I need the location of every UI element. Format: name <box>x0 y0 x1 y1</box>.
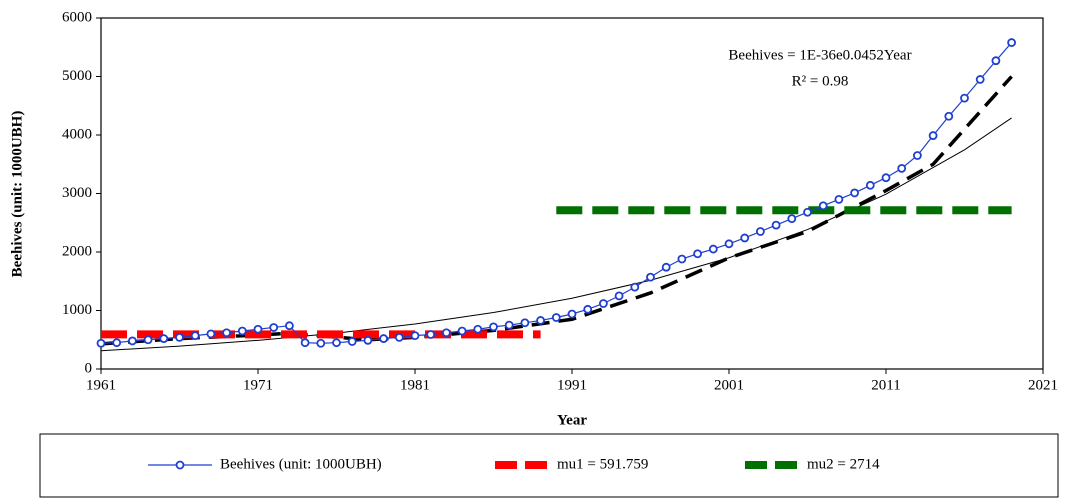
annotation: R² = 0.98 <box>792 73 849 89</box>
marker <box>756 227 765 236</box>
marker <box>599 299 608 308</box>
marker <box>771 220 781 230</box>
marker <box>269 323 279 332</box>
marker <box>803 207 812 217</box>
y-tick-label: 0 <box>85 360 93 376</box>
y-tick-label: 6000 <box>62 9 92 25</box>
marker <box>850 188 859 198</box>
marker <box>928 131 938 140</box>
marker <box>724 239 734 249</box>
marker <box>237 326 247 336</box>
marker <box>693 249 702 259</box>
marker <box>394 333 404 342</box>
marker <box>520 318 530 328</box>
annotation: Beehives = 1E-36e0.0452Year <box>728 47 911 63</box>
marker <box>991 56 1001 66</box>
marker <box>536 316 545 325</box>
trend-line <box>100 117 1012 352</box>
marker <box>222 328 232 338</box>
legend-label: mu1 = 591.759 <box>557 456 648 472</box>
y-tick-label: 2000 <box>62 243 92 259</box>
x-tick-label: 1991 <box>557 377 587 393</box>
marker <box>975 75 985 84</box>
marker <box>881 173 891 183</box>
marker <box>363 335 373 345</box>
marker <box>206 329 216 339</box>
marker <box>740 233 750 243</box>
marker <box>865 180 875 190</box>
marker <box>677 254 687 264</box>
marker <box>1007 38 1016 47</box>
y-tick-label: 3000 <box>62 185 92 201</box>
legend-label: mu2 = 2714 <box>807 456 880 472</box>
marker <box>614 291 624 301</box>
marker <box>190 331 200 341</box>
y-tick-label: 5000 <box>62 68 92 84</box>
marker <box>300 338 310 348</box>
marker <box>112 338 122 348</box>
marker <box>646 272 655 282</box>
y-axis-label: Beehives (unit: 1000UBH) <box>9 111 25 278</box>
marker <box>567 309 577 319</box>
marker <box>332 338 341 348</box>
marker <box>426 330 436 339</box>
x-tick-label: 1961 <box>86 377 116 393</box>
marker <box>175 333 184 342</box>
marker <box>316 338 326 348</box>
x-axis-label: Year <box>557 412 587 428</box>
marker <box>347 337 357 346</box>
marker <box>897 163 907 173</box>
marker <box>960 93 969 103</box>
marker <box>441 328 451 338</box>
marker <box>661 262 671 272</box>
marker <box>504 320 514 330</box>
marker <box>630 282 640 292</box>
marker <box>96 338 106 348</box>
x-tick-label: 2001 <box>714 377 744 393</box>
marker <box>127 336 137 346</box>
marker <box>551 313 561 322</box>
marker <box>834 194 844 204</box>
x-tick-label: 2011 <box>871 377 900 393</box>
legend-label: Beehives (unit: 1000UBH) <box>220 456 382 472</box>
marker <box>583 304 593 314</box>
marker <box>473 324 483 334</box>
x-tick-label: 1981 <box>400 377 430 393</box>
marker <box>708 244 718 254</box>
marker <box>818 201 828 211</box>
marker <box>410 331 420 341</box>
marker <box>143 335 153 345</box>
marker <box>913 151 922 160</box>
marker <box>284 321 294 331</box>
series-line <box>100 42 1013 344</box>
marker <box>159 334 169 343</box>
marker <box>944 111 954 121</box>
marker <box>253 324 263 334</box>
x-tick-label: 2021 <box>1028 377 1058 393</box>
marker <box>787 214 797 224</box>
y-tick-label: 4000 <box>62 126 92 142</box>
marker <box>457 326 467 336</box>
marker <box>379 334 389 343</box>
legend-marker <box>175 460 185 470</box>
marker <box>489 322 498 332</box>
x-tick-label: 1971 <box>243 377 273 393</box>
y-tick-label: 1000 <box>62 302 92 318</box>
